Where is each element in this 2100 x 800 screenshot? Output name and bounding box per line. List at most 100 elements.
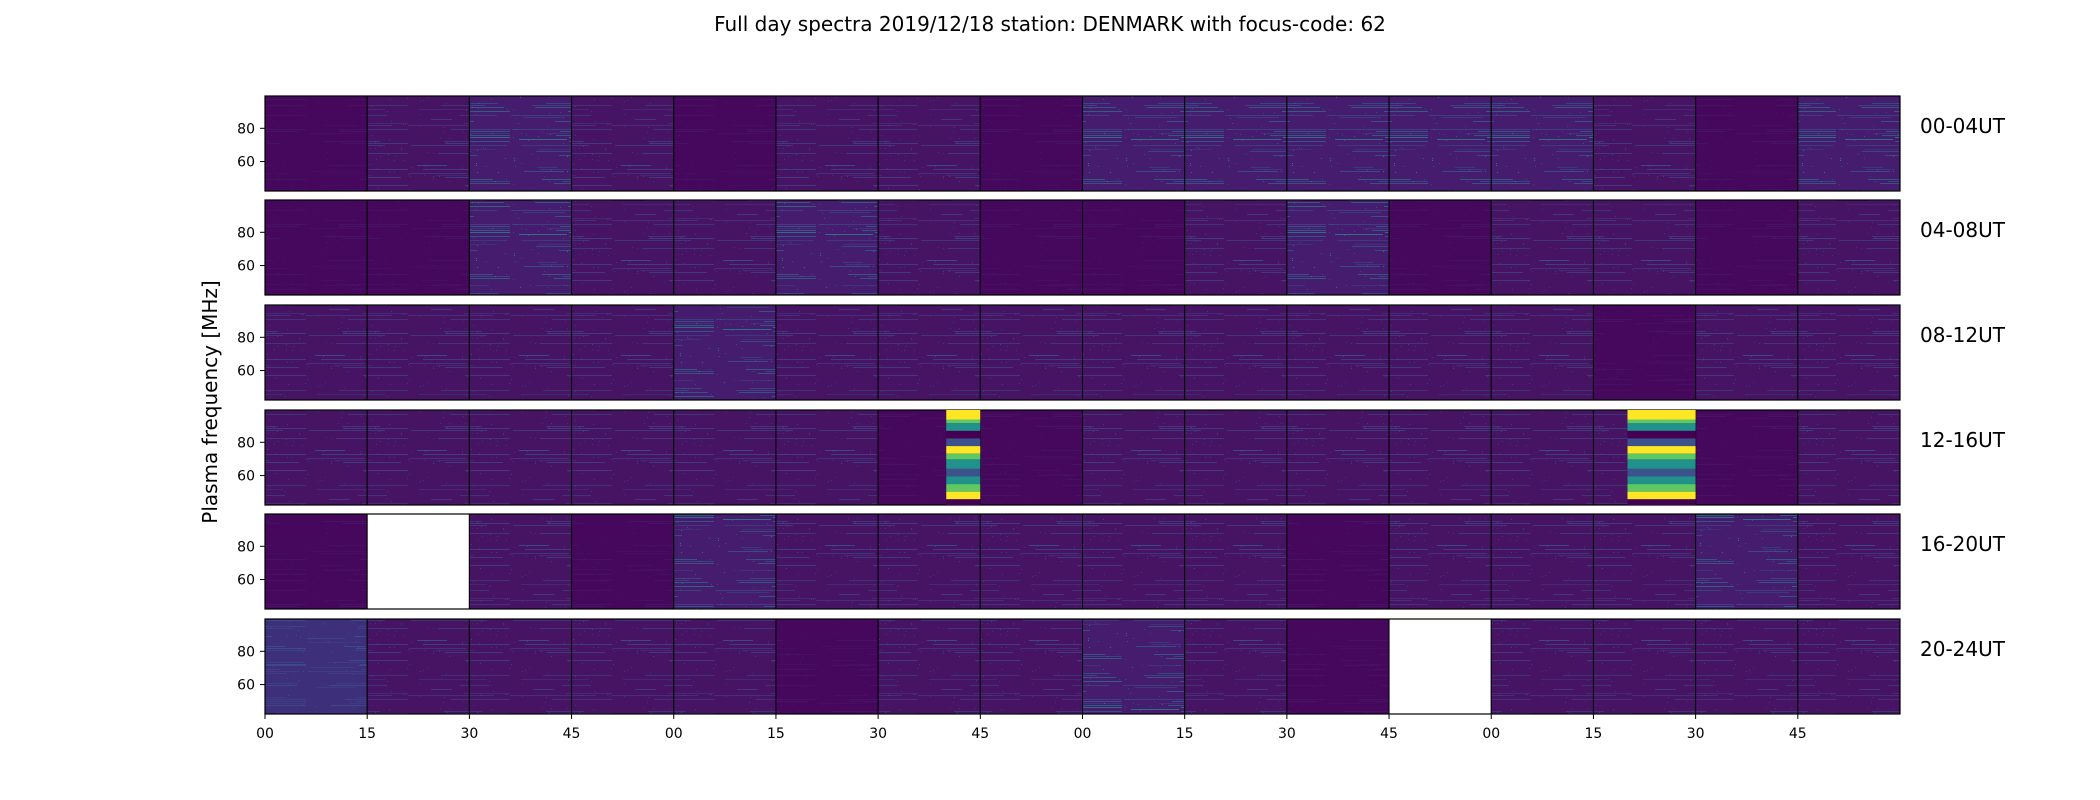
x-tick-label: 15 [1585, 726, 1603, 742]
spectra-panel-12-16UT: 80 60 12-16UT [237, 409, 2006, 506]
spectrum-tile [1082, 513, 1186, 610]
spectrum-tile [877, 199, 981, 296]
spectrum-tile [1797, 199, 1901, 296]
spectrum-tile [877, 95, 981, 192]
spectrum-tile [468, 304, 573, 401]
spectrum-tile [366, 409, 470, 506]
x-tick-label: 30 [1687, 726, 1705, 742]
spectrum-tile [673, 304, 777, 401]
spectrum-tile-missing [1388, 618, 1492, 715]
spectrum-tile [468, 199, 573, 296]
spectrum-tile [468, 95, 573, 192]
panel-frame [264, 304, 1901, 401]
spectrum-tile [1592, 513, 1697, 610]
spectrum-tile [1388, 199, 1492, 296]
x-tick-label: 00 [665, 726, 683, 742]
spectrum-tile [775, 95, 879, 192]
row-label: 16-20UT [1920, 532, 2006, 556]
spectrum-tile [775, 513, 879, 610]
y-tick-label: 60 [237, 364, 255, 380]
spectrum-tile [1797, 409, 1901, 506]
y-tick-label: 80 [237, 435, 255, 451]
spectrum-tile [775, 618, 879, 715]
spectrum-tile [673, 409, 777, 506]
spectrum-tile [1184, 618, 1288, 715]
x-tick-label: 45 [971, 726, 989, 742]
y-tick-label: 80 [237, 330, 255, 346]
row-label: 12-16UT [1920, 428, 2006, 452]
x-tick-label: 15 [767, 726, 785, 742]
spectrum-tile [1797, 618, 1901, 715]
spectrum-tile [1184, 95, 1288, 192]
x-tick-label: 30 [869, 726, 887, 742]
spectrum-tile [1286, 95, 1390, 192]
y-tick-label: 60 [237, 678, 255, 694]
y-tick-label: 60 [237, 155, 255, 171]
spectrum-tile [1286, 513, 1390, 610]
spectra-panel-08-12UT: 80 60 08-12UT [237, 304, 2006, 401]
row-label: 20-24UT [1920, 637, 2006, 661]
spectrum-tile [979, 95, 1083, 192]
spectrum-tile [1797, 304, 1901, 401]
spectrum-tile [1490, 409, 1594, 506]
spectrum-tile [366, 304, 470, 401]
spectrum-tile [673, 199, 777, 296]
spectra-panel-04-08UT: 80 60 04-08UT [237, 199, 2006, 296]
spectrum-tile [1490, 618, 1594, 715]
x-tick-label: 15 [358, 726, 376, 742]
spectra-panel-00-04UT: 80 60 00-04UT [237, 95, 2006, 192]
spectrum-tile [1082, 95, 1186, 192]
spectrum-tile [1695, 618, 1799, 715]
spectrum-tile [979, 409, 1083, 506]
spectrum-tile [1082, 304, 1186, 401]
spectrum-tile [1592, 199, 1697, 296]
spectrum-tile [571, 513, 675, 610]
spectra-panel-20-24UT: 80 60 20-24UT [237, 618, 2006, 715]
spectrum-tile [1797, 513, 1901, 610]
row-label: 08-12UT [1920, 323, 2006, 347]
spectrum-tile [1286, 618, 1390, 715]
row-label: 00-04UT [1920, 114, 2006, 138]
spectrum-tile [571, 199, 675, 296]
spectrum-tile [468, 618, 573, 715]
spectrum-tile [673, 513, 777, 610]
spectrum-tile [1592, 304, 1697, 401]
spectrum-tile [979, 199, 1083, 296]
panel-frame [264, 95, 1901, 192]
y-tick-label: 60 [237, 469, 255, 485]
spectrum-tile [1490, 304, 1594, 401]
x-tick-label: 45 [563, 726, 581, 742]
spectrum-tile [571, 304, 675, 401]
y-tick-label: 80 [237, 121, 255, 137]
spectrum-tile [1490, 199, 1594, 296]
x-tick-label: 00 [256, 726, 274, 742]
radio-burst [1627, 410, 1696, 505]
spectrum-tile [1184, 513, 1288, 610]
x-tick-label: 15 [1176, 726, 1194, 742]
x-tick-label: 00 [1482, 726, 1500, 742]
spectrum-tile [1388, 513, 1492, 610]
spectrum-tile [979, 513, 1083, 610]
spectrum-tile [468, 409, 573, 506]
spectrum-tile [979, 618, 1083, 715]
panel-frame [264, 199, 1901, 296]
spectrum-tile [1082, 199, 1186, 296]
y-tick-label: 80 [237, 225, 255, 241]
x-tick-label: 45 [1789, 726, 1807, 742]
y-tick-label: 80 [237, 644, 255, 660]
y-tick-label: 80 [237, 539, 255, 555]
spectrum-tile [264, 95, 368, 192]
spectra-panel-16-20UT: 80 60 16-20UT [237, 513, 2006, 610]
spectrum-tile [571, 95, 675, 192]
spectrum-tile [468, 513, 573, 610]
spectrum-tile [1695, 513, 1799, 610]
spectrum-tile [571, 409, 675, 506]
row-label: 04-08UT [1920, 218, 2006, 242]
spectrum-tile [1286, 199, 1390, 296]
spectrum-tile [1695, 304, 1799, 401]
spectrum-tile [1388, 409, 1492, 506]
spectrum-tile [366, 95, 470, 192]
spectrum-tile [1388, 304, 1492, 401]
